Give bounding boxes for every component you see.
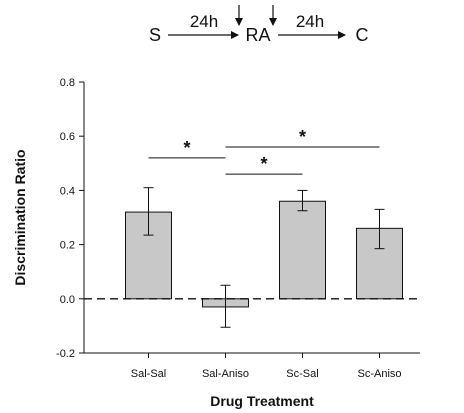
significance-star: * bbox=[183, 138, 190, 158]
y-tick-label: 0.4 bbox=[60, 185, 75, 197]
significance-star: * bbox=[299, 127, 306, 147]
bar-sc-sal bbox=[279, 200, 326, 300]
axes bbox=[83, 82, 420, 354]
significance-star: * bbox=[260, 154, 267, 174]
x-tick-label: Sal-Aniso bbox=[202, 368, 249, 380]
y-tick-label: 0.8 bbox=[60, 77, 75, 89]
y-tick-label: 0.2 bbox=[60, 240, 75, 252]
protocol-interval-1: 24h bbox=[190, 12, 218, 31]
y-tick-label: 0.6 bbox=[60, 131, 75, 143]
bars bbox=[125, 200, 403, 308]
y-axis-title: Discrimination Ratio bbox=[12, 149, 28, 285]
x-tick-label: Sc-Sal bbox=[286, 368, 318, 380]
significance-1: * bbox=[148, 138, 226, 159]
y-axis-ticks: -0.2 0.0 0.2 0.4 0.6 0.8 bbox=[56, 77, 84, 360]
protocol-diagram: S 24h RA 24h C bbox=[149, 5, 369, 45]
significance-2: * bbox=[225, 127, 380, 148]
x-tick-label: Sc-Aniso bbox=[357, 368, 401, 380]
error-bar-sal-sal bbox=[143, 187, 154, 236]
y-tick-label: 0.0 bbox=[60, 294, 75, 306]
significance-markers: * * * bbox=[148, 127, 380, 175]
error-bar-sc-aniso bbox=[374, 208, 385, 250]
protocol-interval-2: 24h bbox=[296, 12, 324, 31]
y-tick-label: -0.2 bbox=[56, 348, 75, 360]
significance-3: * bbox=[225, 154, 303, 175]
bar-sc-aniso bbox=[356, 227, 403, 300]
error-bar-sal-aniso bbox=[220, 284, 231, 328]
error-bars bbox=[143, 187, 385, 328]
protocol-stage-1: S bbox=[149, 25, 161, 45]
protocol-stage-3: C bbox=[356, 25, 369, 45]
error-bar-sc-sal bbox=[297, 189, 308, 212]
x-axis-ticks: Sal-Sal Sal-Aniso Sc-Sal Sc-Aniso bbox=[131, 353, 402, 380]
x-axis-title: Drug Treatment bbox=[210, 393, 314, 409]
x-tick-label: Sal-Sal bbox=[131, 368, 166, 380]
protocol-stage-2: RA bbox=[245, 25, 270, 45]
